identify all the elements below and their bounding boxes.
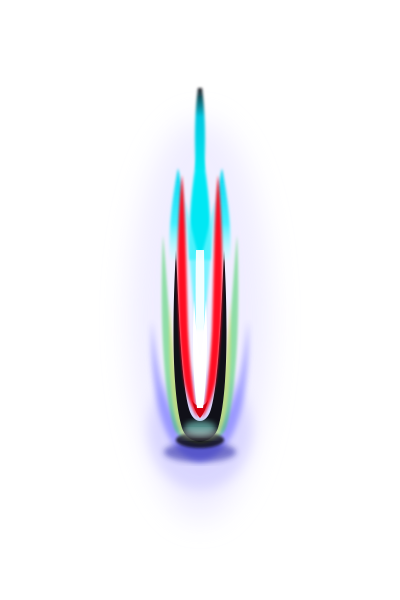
flame-tip bbox=[194, 88, 206, 170]
base-reflection bbox=[178, 421, 222, 439]
red-ribbons bbox=[177, 175, 223, 418]
white-core bbox=[193, 250, 207, 408]
